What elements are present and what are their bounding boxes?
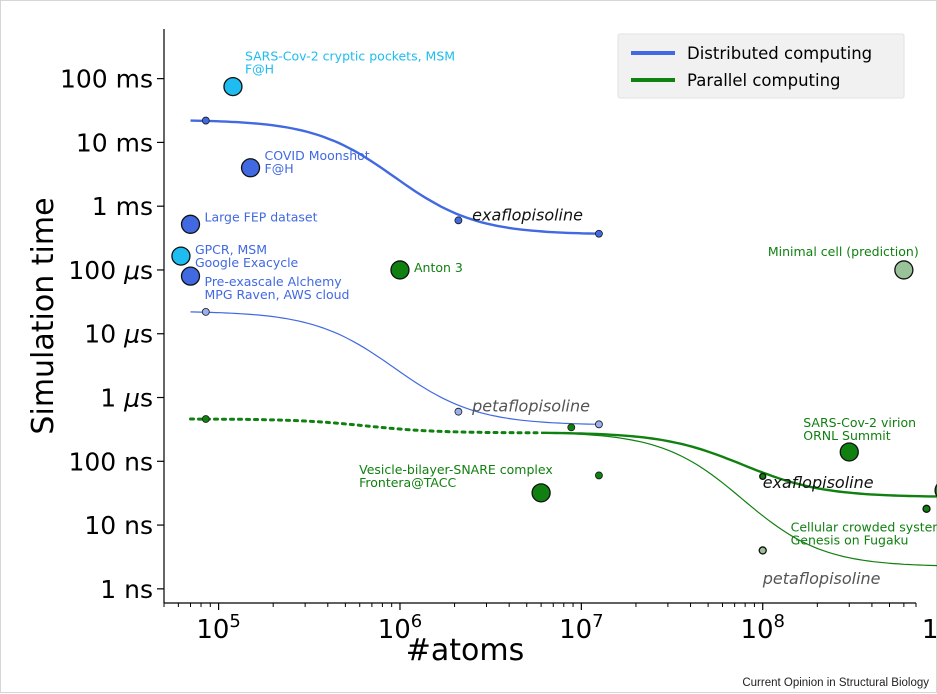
x-tick-label: 107 [559, 611, 604, 645]
isoline-marker [201, 308, 210, 316]
data-point [180, 214, 201, 234]
y-tick-label: 100 ms [60, 65, 153, 94]
data-point [922, 504, 931, 513]
legend-box [617, 33, 905, 99]
x-axis-label: #atoms [406, 633, 525, 668]
data-point [240, 158, 261, 178]
point-annotation: MPG Raven, AWS cloud [205, 287, 350, 302]
data-point [839, 442, 859, 462]
data-point [171, 246, 191, 266]
y-tick-label: 10 μs [84, 320, 153, 349]
x-tick-label: 105 [196, 611, 241, 645]
point-annotation: ORNL Summit [803, 428, 890, 443]
isoline-label: petaflopisoline [762, 569, 881, 588]
figure-credit: Current Opinion in Structural Biology [742, 677, 929, 689]
point-annotation: Genesis on Fugaku [791, 533, 909, 548]
point-annotation: GPCR, MSM [195, 242, 267, 257]
x-tick-label: 106 [378, 611, 423, 645]
data-point [390, 260, 410, 280]
isoline-curve-0 [190, 119, 599, 235]
isoline-curve-4 [541, 432, 937, 567]
y-tick-label: 1 ns [100, 575, 153, 604]
point-annotation: SARS-Cov-2 virion [803, 415, 916, 430]
data-point [759, 472, 767, 481]
point-annotation: F@H [245, 62, 274, 77]
point-annotation: Cellular crowded systems [791, 520, 937, 535]
isoline-marker [595, 471, 603, 480]
x-tick-label: 109 [922, 611, 937, 645]
isoline-curve-1 [190, 311, 599, 425]
isoline-curve-3 [541, 431, 937, 498]
point-annotation: SARS-Cov-2 cryptic pockets, MSM [245, 49, 455, 64]
legend-label: Parallel computing [687, 71, 841, 90]
y-axis-label: Simulation time [26, 197, 61, 434]
y-tick-label: 1 ms [92, 192, 153, 221]
isoline-curve-2 [189, 417, 543, 435]
point-annotation: COVID Moonshot [265, 148, 370, 163]
data-point [758, 546, 767, 555]
isoline-label: exaflopisoline [472, 205, 583, 224]
isoline-label: exaflopisoline [763, 473, 874, 492]
isoline-marker [595, 229, 603, 238]
point-annotation: Pre-exascale Alchemy [205, 274, 343, 289]
point-annotation: Large FEP dataset [205, 209, 318, 224]
x-tick-label: 108 [740, 611, 785, 645]
legend: Distributed computing Parallel computing [617, 33, 905, 99]
isoline-marker [595, 420, 603, 429]
y-tick-label: 100 μs [68, 256, 153, 285]
y-tick-label: 100 ns [68, 447, 153, 476]
isoline-marker [567, 423, 576, 432]
data-point [531, 483, 551, 503]
isoline-marker [454, 216, 463, 225]
isoline-label: petaflopisoline [471, 397, 590, 416]
data-point [180, 266, 201, 286]
isoline-marker [201, 116, 210, 125]
isoline-marker [454, 407, 463, 416]
point-annotation: F@H [265, 161, 294, 176]
legend-label: Distributed computing [687, 44, 872, 63]
isoline-marker [201, 415, 210, 423]
y-tick-label: 1 μs [100, 384, 153, 413]
y-tick-label: 10 ns [84, 511, 153, 540]
data-point [894, 260, 914, 280]
point-annotation: Frontera@TACC [359, 475, 456, 490]
point-annotation: Google Exacycle [195, 255, 299, 270]
y-tick-label: 10 ms [76, 128, 153, 157]
point-annotation: Anton 3 [414, 260, 463, 275]
point-annotation: Minimal cell (prediction) [768, 244, 919, 259]
data-point [223, 76, 243, 97]
point-annotation: Vesicle-bilayer-SNARE complex [359, 462, 553, 477]
